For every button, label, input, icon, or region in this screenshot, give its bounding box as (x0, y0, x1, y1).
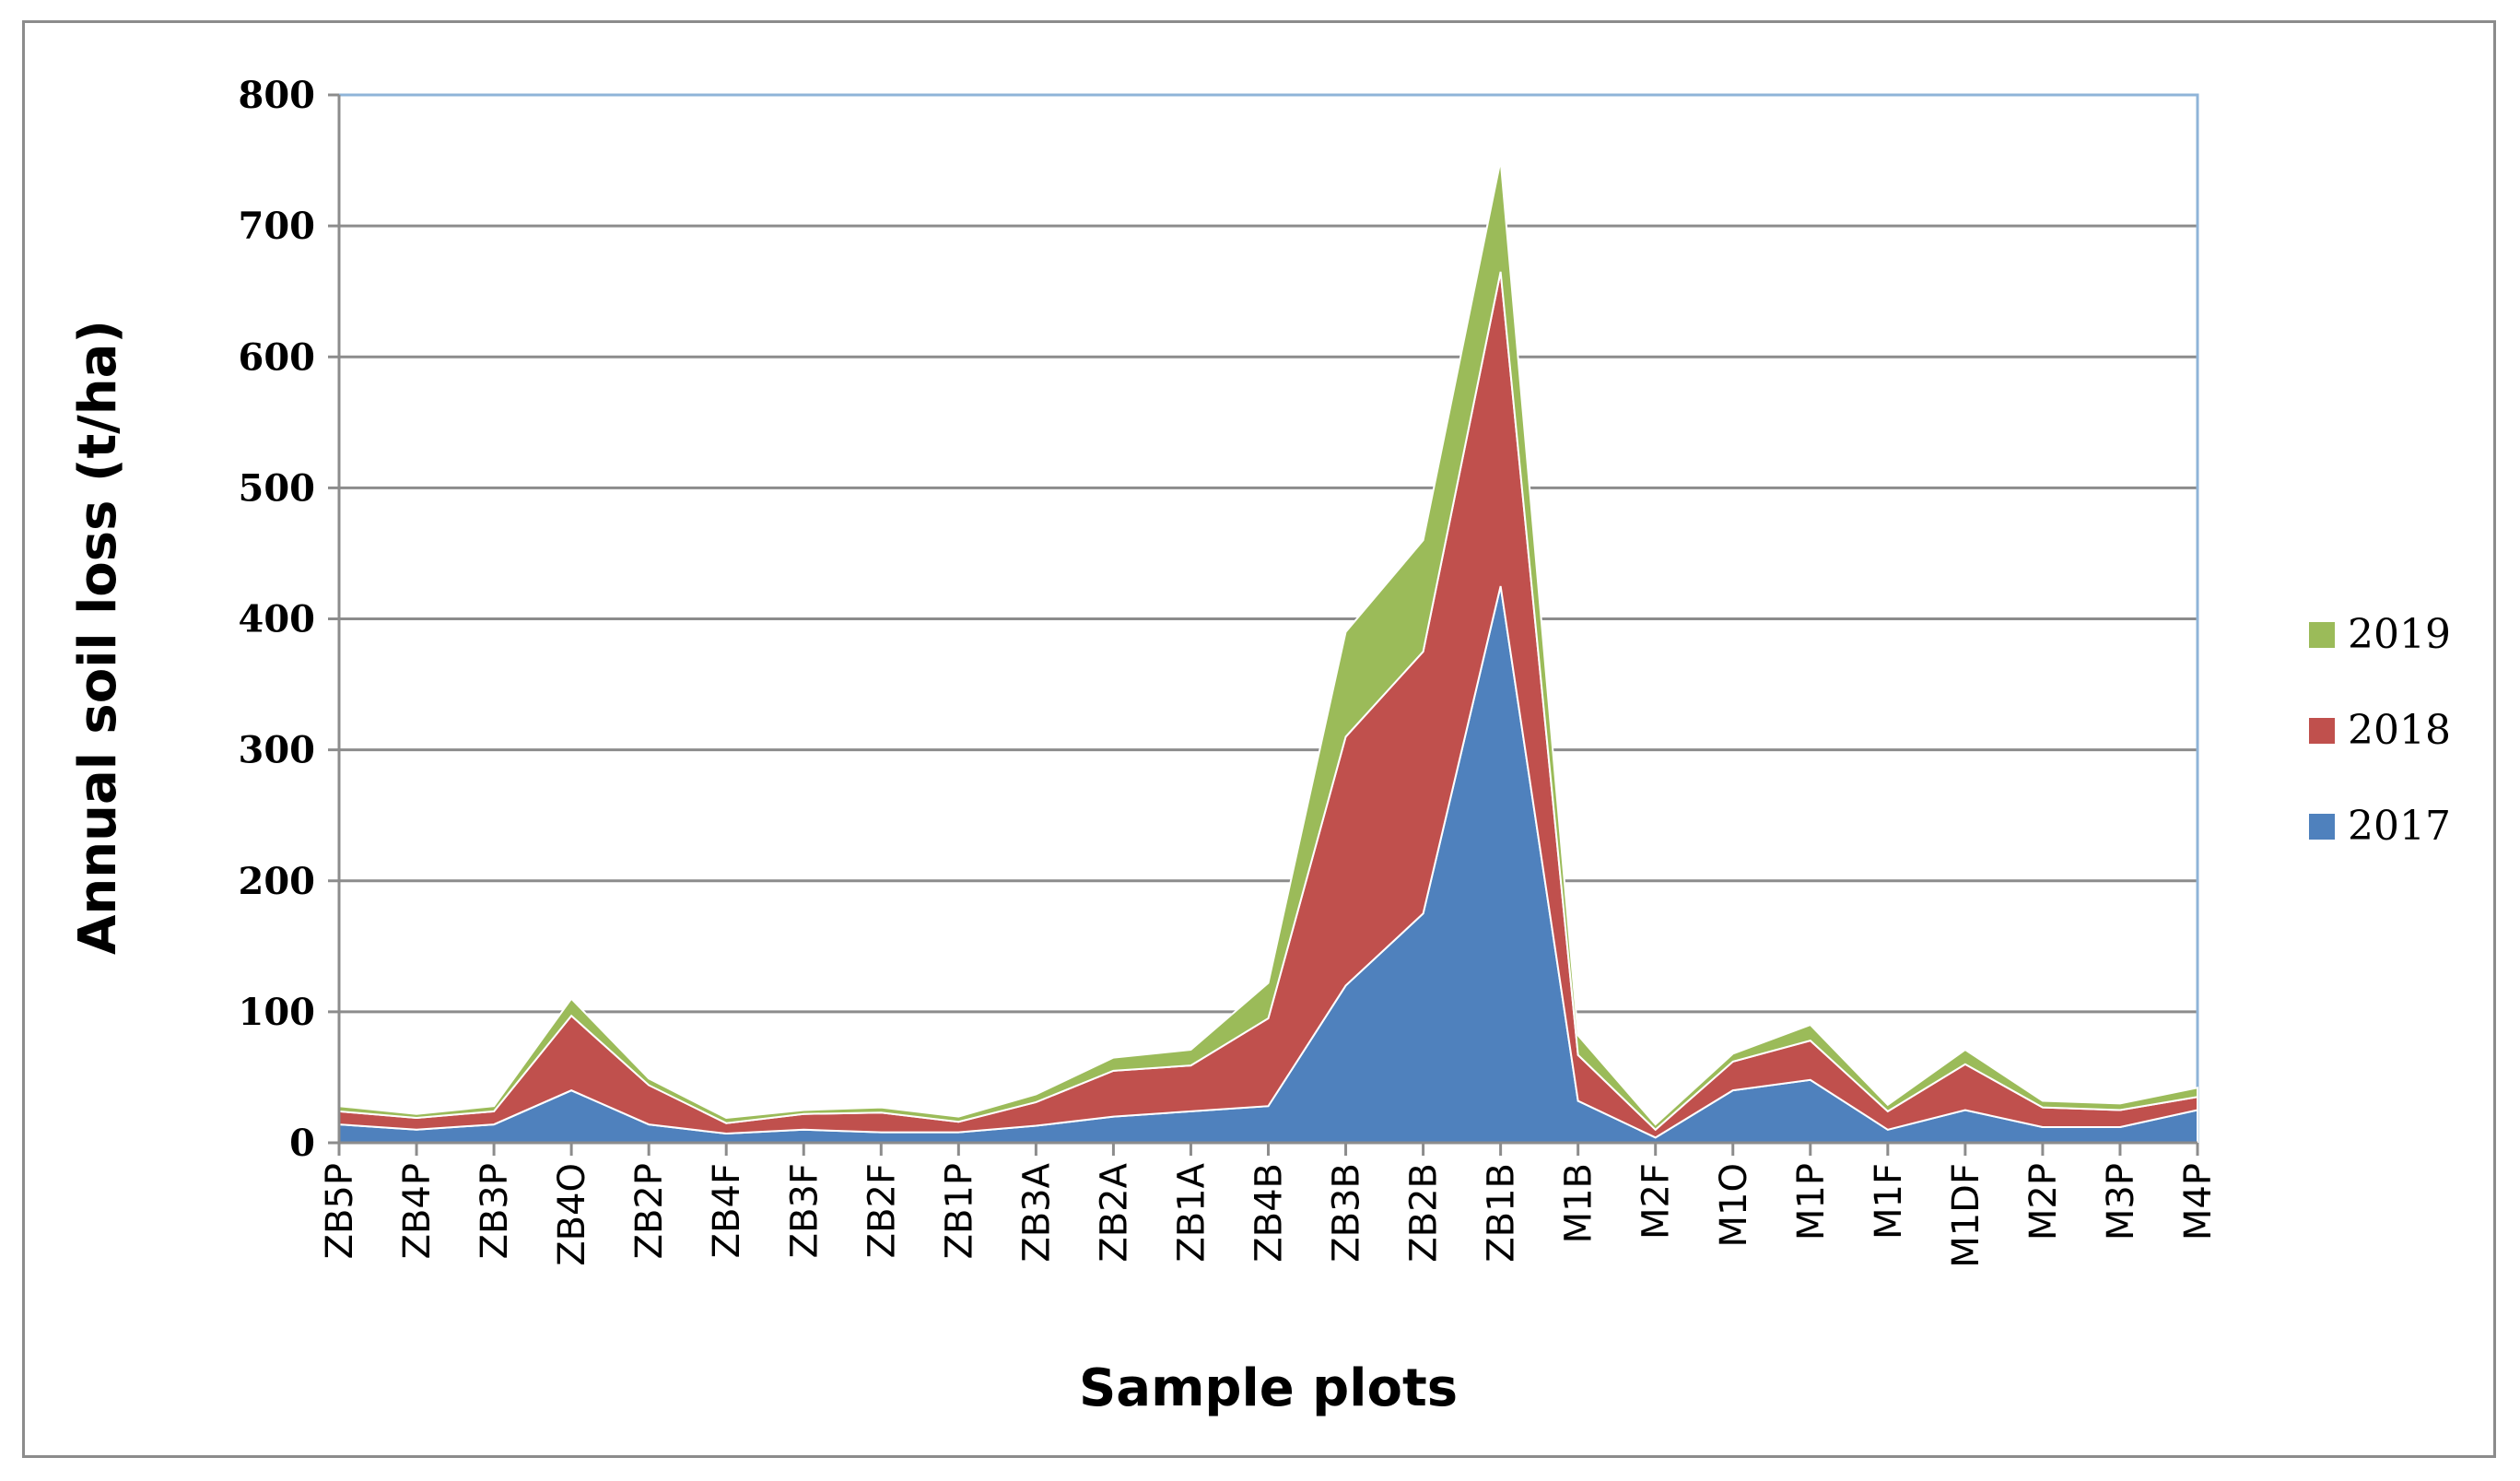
x-tick-label: ZB2A (1093, 1162, 1135, 1262)
x-tick-label: ZB5P (319, 1163, 361, 1259)
x-tick-label: M3P (2100, 1163, 2142, 1240)
x-tick-label: ZB3B (1326, 1163, 1368, 1263)
legend-swatch-2017 (2309, 814, 2335, 840)
x-tick-label: ZB1B (1481, 1163, 1523, 1263)
y-tick-label: 100 (239, 991, 316, 1034)
legend-label-2018: 2018 (2348, 707, 2451, 754)
legend-swatch-2019 (2309, 622, 2335, 648)
y-tick-label: 700 (239, 205, 316, 248)
x-tick-label: ZB4F (706, 1163, 748, 1258)
x-tick-label: ZB4O (551, 1163, 593, 1266)
y-axis-title: Annual soil loss (t/ha) (68, 320, 128, 955)
y-tick-label: 400 (239, 598, 316, 641)
x-tick-label: ZB4B (1248, 1163, 1291, 1263)
chart-frame (22, 20, 2496, 1458)
x-tick-label: M1P (1790, 1163, 1833, 1240)
x-tick-label: M1F (1868, 1163, 1910, 1240)
x-tick-label: M1DF (1945, 1163, 1987, 1268)
x-tick-labels: ZB5P ZB4P ZB3P ZB4O ZB2P ZB4F ZB3F ZB2F ZB1P ZB3A… (319, 1162, 2220, 1267)
legend-swatch-2018 (2309, 718, 2335, 744)
x-tick-label: ZB1P (938, 1163, 980, 1259)
y-tick-label: 800 (239, 74, 316, 117)
y-tick-label: 200 (239, 860, 316, 903)
y-tick-labels: 0 100 200 300 400 500 600 700 800 (239, 74, 316, 1165)
y-tick-label: 500 (239, 466, 316, 510)
x-tick-label: ZB3P (474, 1163, 516, 1259)
x-tick-label: ZB2B (1403, 1163, 1446, 1263)
x-tick-label: ZB1A (1170, 1162, 1213, 1262)
x-axis-title: Sample plots (1079, 1358, 1458, 1418)
gridlines (339, 224, 2198, 1014)
area-series-group (338, 159, 2198, 1144)
legend: 2019 2018 2017 (2309, 611, 2451, 850)
x-tick-label: ZB3F (783, 1163, 826, 1258)
x-tick-label: ZB4P (396, 1163, 439, 1259)
legend-label-2019: 2019 (2348, 611, 2451, 658)
x-tick-label: ZB2F (861, 1163, 903, 1258)
area-series-2019 (338, 159, 2198, 1132)
legend-label-2017: 2017 (2348, 803, 2451, 850)
x-tick-label: M2P (2022, 1163, 2065, 1240)
y-tick-label: 600 (239, 335, 316, 379)
x-tick-label: M1O (1713, 1163, 1755, 1247)
x-tick-label: M4P (2177, 1163, 2220, 1240)
x-tick-label: ZB3A (1015, 1162, 1058, 1262)
x-tick-label: ZB2P (628, 1163, 671, 1259)
y-tick-label: 0 (289, 1122, 315, 1165)
x-tick-label: M1B (1558, 1163, 1600, 1243)
axes (328, 93, 2199, 1156)
y-tick-label: 300 (239, 729, 316, 772)
x-tick-label: M2F (1635, 1163, 1678, 1240)
